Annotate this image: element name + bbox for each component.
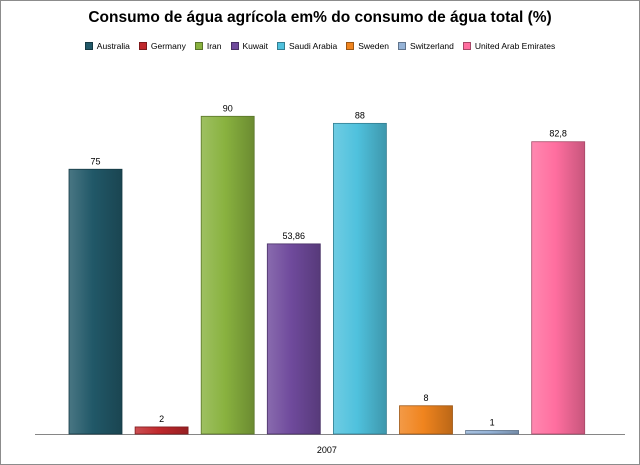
- data-label: 2: [159, 414, 164, 424]
- legend-item: Switzerland: [397, 39, 454, 53]
- legend-swatch: [194, 42, 203, 50]
- legend-swatch: [230, 42, 239, 50]
- legend-label: Kuwait: [242, 41, 269, 51]
- data-label: 82,8: [549, 129, 567, 139]
- bar-sweden: [399, 405, 453, 435]
- bar-iran: [200, 115, 255, 435]
- legend-swatch: [346, 42, 355, 50]
- legend-item: Saudi Arabia: [277, 39, 337, 53]
- data-label: 88: [355, 110, 365, 120]
- bar-switzerland: [465, 430, 520, 435]
- legend-label: United Arab Emirates: [474, 41, 556, 51]
- data-label: 90: [223, 103, 233, 113]
- bar-united-arab-emirates: [531, 141, 586, 435]
- legend-label: Iran: [206, 41, 222, 51]
- legend-item: Kuwait: [230, 39, 269, 53]
- legend-label: Switzerland: [409, 41, 454, 51]
- legend-swatch: [138, 42, 147, 50]
- legend-swatch: [84, 42, 93, 50]
- bar-australia: [68, 168, 123, 435]
- bar-saudi-arabia: [332, 122, 387, 435]
- legend-item: Iran: [194, 39, 222, 53]
- legend-label: Australia: [96, 41, 130, 51]
- legend-label: Germany: [150, 41, 186, 51]
- bar-germany: [134, 426, 189, 435]
- legend-item: Germany: [138, 39, 186, 53]
- legend-label: Saudi Arabia: [289, 41, 338, 51]
- legend-swatch: [462, 42, 471, 50]
- legend: Australia Germany Iran Kuwait Saudi Arabia Sw…: [1, 39, 639, 53]
- data-label: 1: [490, 417, 495, 427]
- legend-swatch: [397, 42, 406, 50]
- data-label: 53,86: [283, 231, 306, 241]
- legend-item: Australia: [84, 39, 130, 53]
- data-label: 8: [423, 393, 428, 403]
- bar-kuwait: [266, 243, 321, 435]
- legend-item: United Arab Emirates: [462, 39, 556, 53]
- data-label: 75: [90, 156, 100, 166]
- legend-label: Sweden: [358, 41, 389, 51]
- chart-title: Consumo de água agrícola em% do consumo …: [88, 9, 552, 26]
- legend-item: Sweden: [346, 39, 389, 53]
- x-tick-label: 2007: [317, 445, 337, 455]
- legend-swatch: [277, 42, 286, 50]
